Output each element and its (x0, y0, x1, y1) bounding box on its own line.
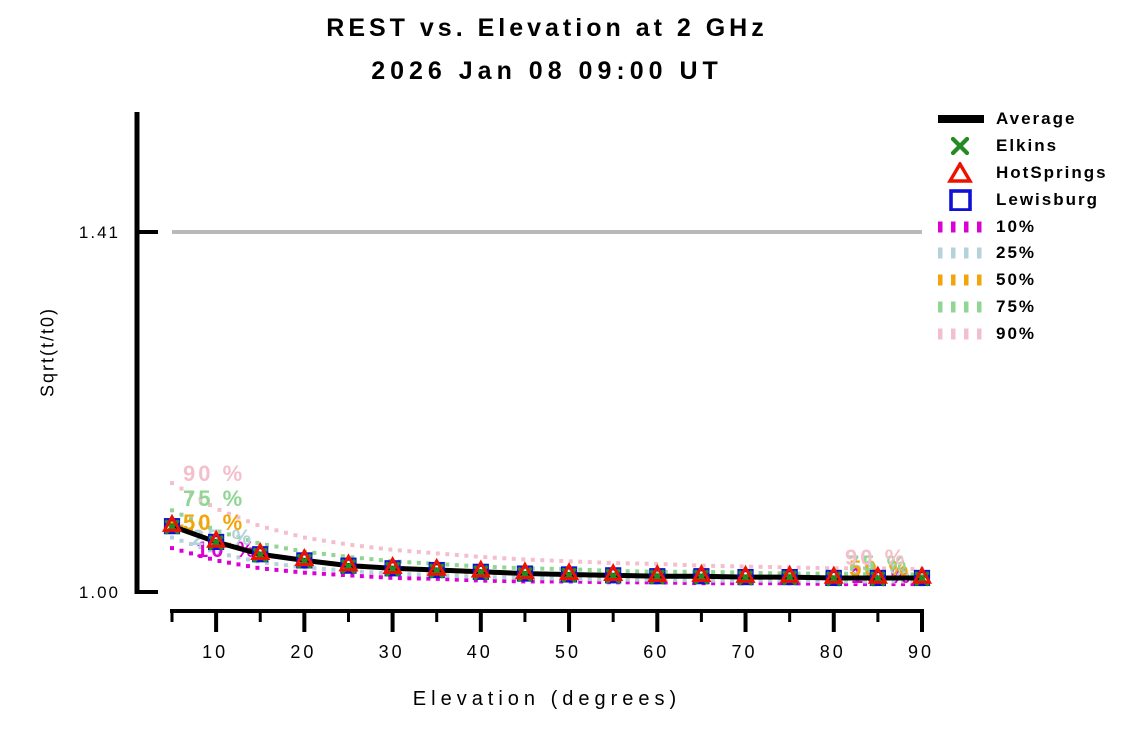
dotted-curve-75% (170, 508, 924, 577)
legend-label: Average (996, 109, 1077, 129)
dots-swatch-icon (938, 301, 982, 313)
marker-hotsprings (779, 564, 800, 583)
x-tick-label: 60 (643, 642, 669, 662)
marker-hotsprings (382, 555, 403, 575)
y-tick-label: 1.41 (79, 223, 120, 242)
legend-item-90: 90% (936, 320, 1108, 347)
marker-hotsprings (911, 565, 933, 584)
marker-hotsprings (647, 563, 668, 582)
legend-item-lewisburg: Lewisburg (936, 186, 1108, 213)
marker-hotsprings (338, 553, 359, 572)
percentile-label: 75 % (183, 486, 245, 511)
marker-hotsprings (294, 548, 315, 567)
x-tick-label: 70 (732, 642, 758, 662)
percentile-label: 50 % (183, 510, 245, 535)
legend-item-hotsprings: HotSprings (936, 160, 1108, 187)
legend-label: 90% (996, 323, 1037, 343)
marker-hotsprings (250, 541, 271, 560)
x-tick-label: 40 (467, 642, 493, 662)
marker-hotsprings (867, 565, 888, 584)
marker-hotsprings (206, 529, 227, 548)
dots-swatch-icon (938, 221, 982, 233)
chart-title: REST vs. Elevation at 2 GHz (326, 14, 768, 42)
x-tick-label: 90 (908, 642, 934, 662)
dots-swatch-icon (938, 247, 982, 259)
marker-hotsprings (426, 557, 447, 576)
legend-item-75: 75% (936, 294, 1108, 321)
legend-item-50: 50% (936, 267, 1108, 294)
legend-item-elkins: Elkins (936, 133, 1108, 160)
square-swatch-icon (949, 188, 972, 211)
marker-hotsprings (470, 559, 491, 578)
dots-swatch-icon (938, 328, 982, 340)
x-tick-label: 20 (290, 642, 316, 662)
chart-subtitle: 2026 Jan 08 09:00 UT (371, 57, 723, 85)
x-swatch-icon (950, 137, 970, 156)
y-tick-label: 1.00 (79, 583, 120, 602)
legend-label: 25% (996, 243, 1037, 263)
legend-label: 50% (996, 270, 1037, 290)
thick-line-swatch-icon (938, 115, 984, 124)
percentile-label: 90 % (183, 461, 245, 486)
legend-label: 75% (996, 296, 1037, 316)
marker-hotsprings (514, 561, 535, 580)
legend: Average Elkins HotSprings Lewisburg 10% 25% 50… (936, 106, 1108, 347)
marker-hotsprings (735, 564, 756, 583)
marker-hotsprings (603, 562, 624, 582)
legend-item-25: 25% (936, 240, 1108, 267)
legend-label: HotSprings (996, 162, 1108, 182)
percentile-label: 90 % (845, 545, 907, 570)
x-tick-label: 10 (202, 642, 228, 662)
x-tick-label: 50 (555, 642, 581, 662)
x-tick-label: 80 (820, 642, 846, 662)
legend-item-10: 10% (936, 213, 1108, 240)
marker-hotsprings (823, 565, 844, 584)
x-tick-label: 30 (379, 642, 405, 662)
dots-swatch-icon (938, 274, 982, 286)
legend-item-average: Average (936, 106, 1108, 133)
triangle-swatch-icon (947, 161, 973, 183)
marker-hotsprings (161, 513, 183, 532)
legend-label: Lewisburg (996, 189, 1100, 209)
legend-label: Elkins (996, 136, 1059, 156)
legend-label: 10% (996, 216, 1037, 236)
dotted-curve-10% (170, 546, 924, 587)
marker-hotsprings (559, 562, 580, 581)
marker-hotsprings (691, 563, 712, 582)
x-axis-title: Elevation (degrees) (412, 688, 682, 710)
